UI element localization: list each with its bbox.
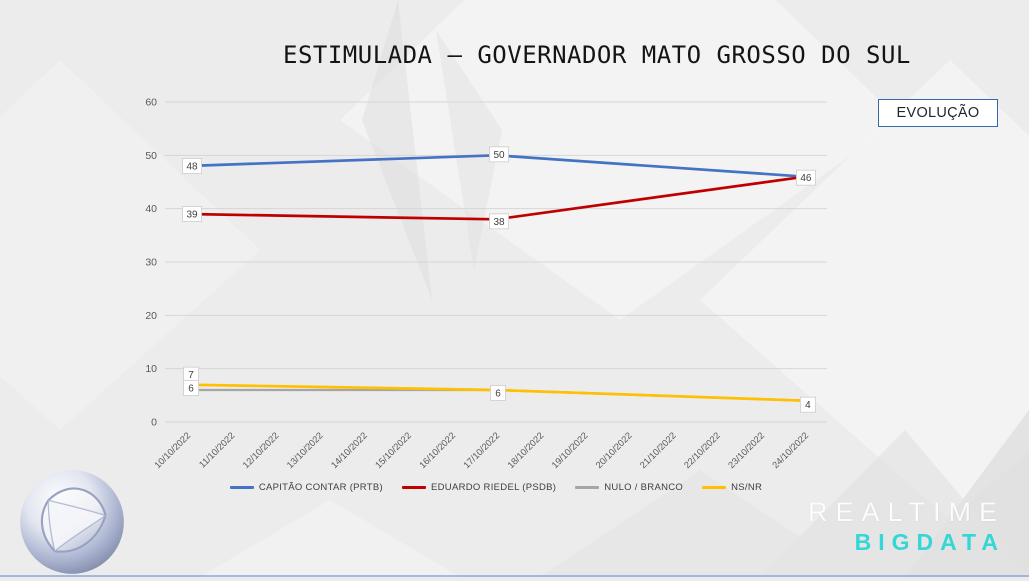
data-label: 39 (187, 210, 199, 221)
legend-swatch-blue (229, 486, 254, 489)
chart-legend: CAPITÃO CONTAR (PRTB) EDUARDO RIEDEL (PS… (165, 482, 827, 493)
legend-item-eduardo-riedel[interactable]: EDUARDO RIEDEL (PSDB) (402, 482, 556, 493)
y-axis-tick-label: 10 (145, 363, 157, 375)
x-axis-tick-label: 15/10/2022 (373, 430, 413, 470)
x-axis-tick-label: 12/10/2022 (241, 430, 281, 470)
x-axis-tick-label: 14/10/2022 (329, 430, 369, 470)
legend-item-nulo-branco[interactable]: NULO / BRANCO (575, 482, 683, 493)
x-axis-tick-label: 11/10/2022 (197, 430, 236, 469)
bigdata-text: BIGDATA (854, 529, 1005, 555)
realtime-text: REALTIME (807, 497, 1005, 527)
y-axis-tick-label: 50 (145, 150, 157, 162)
data-label: 38 (493, 217, 505, 228)
y-axis-tick-label: 20 (145, 310, 157, 322)
bottom-accent-line (0, 575, 1029, 577)
data-label-box (182, 158, 202, 174)
data-label-box (183, 380, 199, 396)
x-axis-tick-label: 24/10/2022 (770, 430, 810, 470)
data-label-box (800, 396, 816, 413)
y-axis-tick-label: 40 (145, 203, 157, 215)
data-label-box (489, 146, 509, 163)
x-axis-tick-label: 19/10/2022 (550, 430, 590, 470)
x-axis-tick-label: 17/10/2022 (461, 430, 501, 470)
data-label: 4 (805, 400, 811, 411)
legend-label: CAPITÃO CONTAR (PRTB) (258, 482, 383, 493)
chart-title: ESTIMULADA — GOVERNADOR MATO GROSSO DO S… (283, 41, 911, 69)
legend-swatch-gray (575, 486, 600, 489)
legend-swatch-red (402, 486, 426, 489)
legend-label: NULO / BRANCO (604, 482, 684, 493)
data-label: 7 (188, 370, 194, 381)
data-label-box (490, 385, 506, 401)
record-tv-logo (18, 468, 126, 576)
legend-label: EDUARDO RIEDEL (PSDB) (431, 482, 557, 493)
data-label-box (796, 169, 816, 186)
x-axis-tick-label: 21/10/2022 (638, 430, 678, 470)
x-axis-tick-label: 20/10/2022 (594, 430, 634, 470)
record-sphere-icon (20, 470, 124, 574)
y-axis-tick-label: 30 (145, 257, 157, 269)
legend-swatch-yellow (702, 486, 727, 489)
x-axis-tick-label: 10/10/2022 (153, 430, 193, 470)
data-label-box (182, 206, 202, 222)
x-axis-tick-label: 23/10/2022 (726, 430, 766, 470)
series-line (185, 175, 807, 221)
x-axis-tick-label: 22/10/2022 (682, 430, 722, 470)
legend-item-capitao-contar[interactable]: CAPITÃO CONTAR (PRTB) (229, 482, 383, 493)
legend-label: NS/NR (731, 482, 763, 493)
legend-item-nsnr[interactable]: NS/NR (702, 482, 762, 493)
x-axis-tick-label: 18/10/2022 (506, 430, 546, 470)
data-label: 50 (493, 150, 505, 161)
x-axis-tick-label: 13/10/2022 (285, 430, 325, 470)
data-label: 46 (800, 173, 812, 184)
y-axis-tick-label: 60 (145, 97, 157, 109)
realtime-bigdata-logo: REALTIME BIGDATA (808, 497, 1005, 556)
data-label: 6 (495, 389, 501, 400)
x-axis-tick-label: 16/10/2022 (417, 430, 457, 470)
y-axis-tick-label: 0 (151, 417, 157, 429)
evolution-button[interactable]: EVOLUÇÃO (878, 99, 998, 127)
data-label: 48 (187, 162, 199, 173)
data-label: 6 (188, 384, 194, 395)
data-label-box (489, 213, 509, 230)
